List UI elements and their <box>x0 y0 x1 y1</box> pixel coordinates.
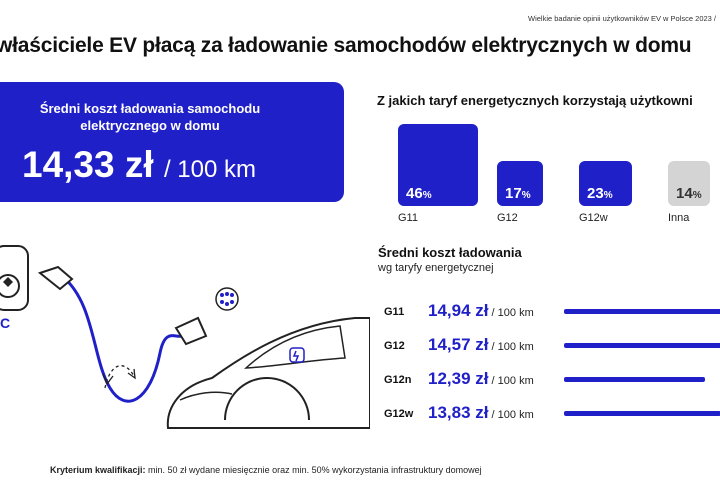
tariff-bar-g11: 46% <box>398 124 478 206</box>
qualification-text: min. 50 zł wydane miesięcznie oraz min. … <box>145 465 482 475</box>
cost-chart-title: Średni koszt ładowania <box>378 245 522 260</box>
wall-charger-icon <box>0 245 29 311</box>
tariff-bar-value: 14% <box>676 185 702 202</box>
charging-cable-icon <box>37 265 208 403</box>
cost-row-unit: / 100 km <box>488 409 534 421</box>
cost-row-unit: / 100 km <box>488 375 534 387</box>
tariff-label-g12: G12 <box>497 212 518 224</box>
cost-row-value: 13,83 zł / 100 km <box>428 403 534 423</box>
tariff-bar-value: 17% <box>505 185 531 202</box>
tariff-bar-value: 23% <box>587 185 613 202</box>
tariff-bar-g12: 17% <box>497 161 543 206</box>
avg-cost-card: Średni koszt ładowania samochodu elektry… <box>0 82 344 202</box>
cost-row-label: G12n <box>384 374 412 386</box>
cost-row-unit: / 100 km <box>488 307 534 319</box>
avg-cost-label: Średni koszt ładowania samochodu elektry… <box>39 101 261 133</box>
tariff-chart-title: Z jakich taryf energetycznych korzystają… <box>377 93 693 108</box>
cost-chart-subtitle: wg taryfy energetycznej <box>378 262 494 274</box>
cost-row-value: 12,39 zł / 100 km <box>428 369 534 389</box>
cost-row-value: 14,57 zł / 100 km <box>428 335 534 355</box>
cost-row-label: G12 <box>384 340 405 352</box>
tariff-bar-value: 46% <box>406 185 432 202</box>
tariff-bar-g12w: 23% <box>579 161 632 206</box>
cost-row-amount: 12,39 zł <box>428 369 489 388</box>
cost-row-label: G11 <box>384 306 405 318</box>
tariff-bar-value-suffix: % <box>603 190 613 201</box>
source-note: Wielkie badanie opinii użytkowników EV w… <box>527 14 716 23</box>
tariff-bar-value-suffix: % <box>692 190 702 201</box>
tariff-label-g12w: G12w <box>579 212 608 224</box>
qualification-label: Kryterium kwalifikacji: <box>50 465 146 475</box>
cost-bar <box>564 377 705 382</box>
tariff-bar-value-suffix: % <box>521 190 531 201</box>
plug-socket-icon <box>215 287 239 311</box>
avg-cost-value-wrap: 14,33 zł / 100 km <box>22 144 256 186</box>
cost-row-amount: 13,83 zł <box>428 403 489 422</box>
tariff-bar-value-suffix: % <box>422 190 432 201</box>
page-title: właściciele EV płacą za ładowanie samoch… <box>0 34 692 57</box>
cost-row-unit: / 100 km <box>488 341 534 353</box>
tariff-bar-inna: 14% <box>668 161 710 206</box>
cost-row-label: G12w <box>384 408 414 420</box>
cost-row-value: 14,94 zł / 100 km <box>428 301 534 321</box>
cost-bar <box>564 343 720 348</box>
cost-row-amount: 14,94 zł <box>428 301 489 320</box>
tariff-label-g11: G11 <box>398 212 418 224</box>
cost-bar <box>564 411 720 416</box>
qualification-note: Kryterium kwalifikacji: min. 50 zł wydan… <box>50 465 482 475</box>
charger-c-label: C <box>0 315 10 331</box>
tariff-label-inna: Inna <box>668 212 690 224</box>
ev-charging-illustration: C <box>0 245 370 429</box>
electric-car-icon <box>166 317 370 429</box>
avg-cost-unit: / 100 km <box>163 156 256 183</box>
cost-bar <box>564 309 720 314</box>
avg-cost-value: 14,33 zł <box>22 144 154 185</box>
cost-row-amount: 14,57 zł <box>428 335 489 354</box>
